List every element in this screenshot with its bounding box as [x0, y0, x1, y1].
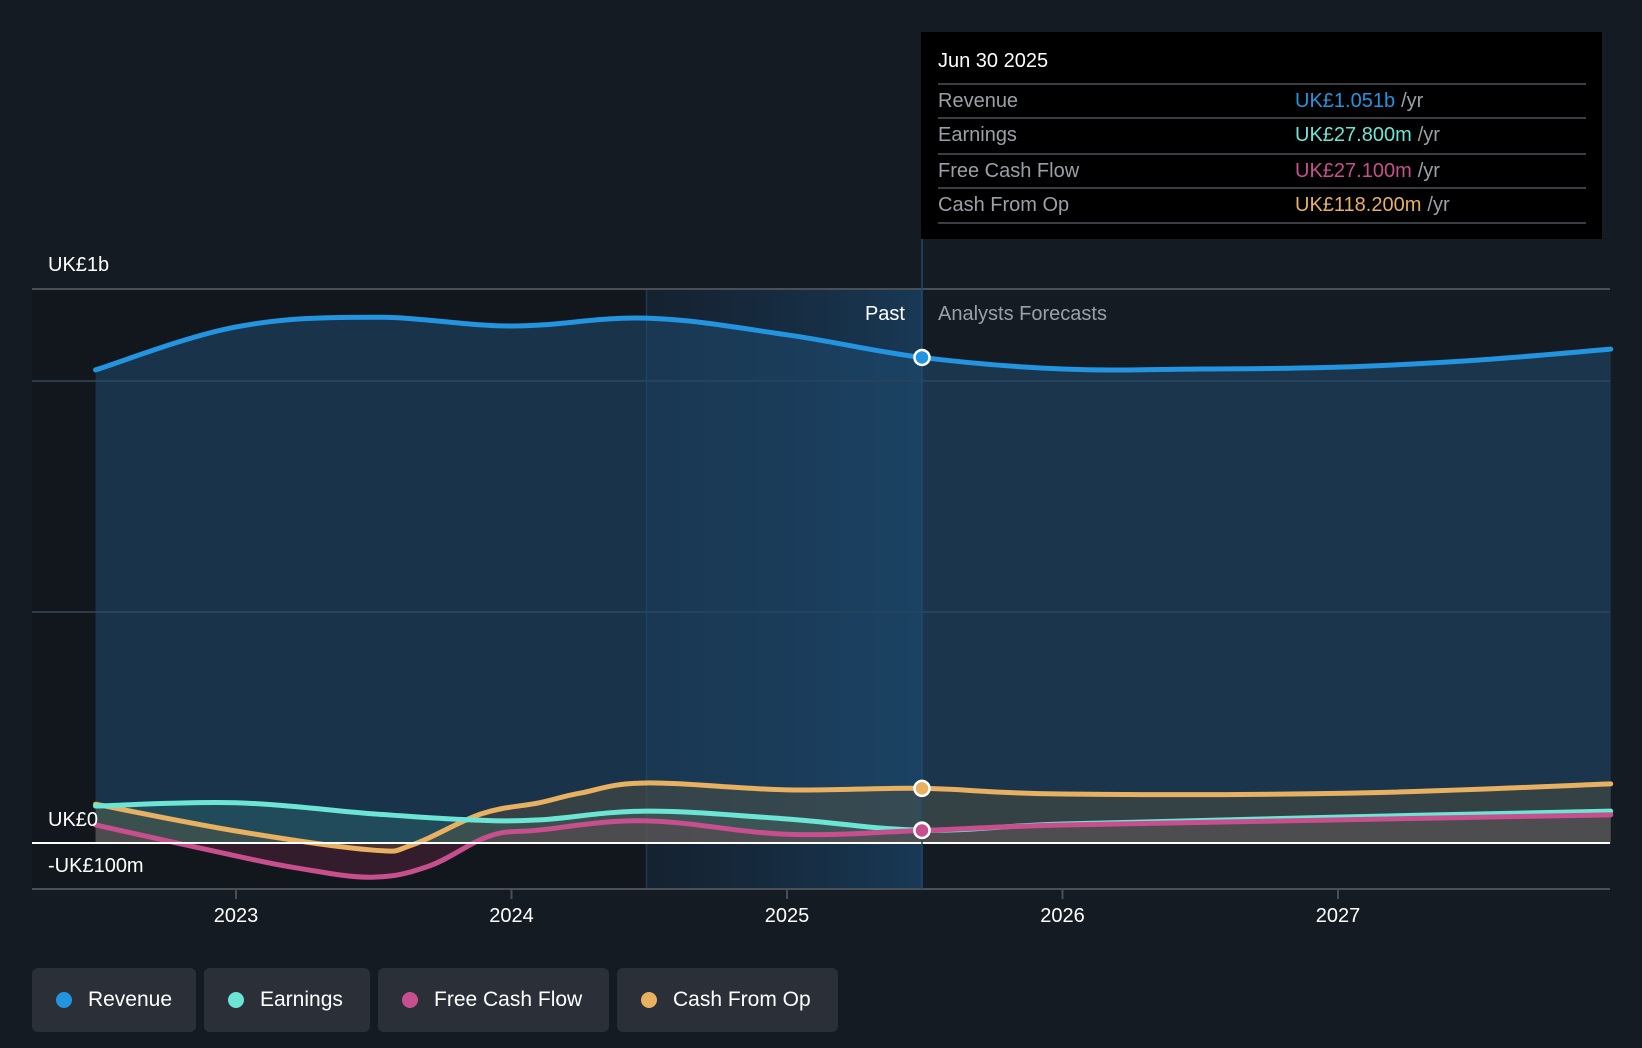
tooltip-label: Earnings [938, 124, 1017, 146]
legend-label: Cash From Op [673, 988, 811, 1011]
tooltip-row-free-cash-flow: Free Cash Flow UK£27.100m/yr [938, 153, 1586, 187]
legend-item-free-cash-flow[interactable]: Free Cash Flow [378, 968, 609, 1032]
past-label: Past [865, 303, 905, 325]
x-tick-label: 2026 [1040, 905, 1085, 927]
marker-free-cash-flow [913, 821, 931, 840]
series-markers [913, 348, 931, 840]
x-axis: 2023 2024 2025 2026 2027 [214, 889, 1361, 927]
marker-cash-from-op [913, 779, 931, 798]
line-revenue [92, 314, 1614, 373]
y-label-zero: UK£0 [48, 809, 98, 831]
tooltip-divider [938, 222, 1586, 224]
tooltip-row-revenue: Revenue UK£1.051b/yr [938, 83, 1586, 117]
tooltip-value: UK£27.800m/yr [1295, 124, 1440, 146]
revenue-dot-icon [56, 992, 72, 1008]
forecast-label: Analysts Forecasts [938, 303, 1107, 325]
x-tick-label: 2024 [489, 905, 534, 927]
earnings-dot-icon [228, 992, 244, 1008]
tooltip-label: Free Cash Flow [938, 160, 1080, 182]
legend: Revenue Earnings Free Cash Flow Cash Fro… [32, 968, 838, 1032]
y-label-top: UK£1b [48, 254, 109, 276]
tooltip-label: Cash From Op [938, 194, 1070, 216]
tooltip-value: UK£1.051b/yr [1295, 90, 1424, 112]
tooltip: Jun 30 2025 Revenue UK£1.051b/yr Earning… [921, 32, 1602, 239]
x-tick-label: 2023 [214, 905, 259, 927]
axis-labels: UK£1b UK£0 -UK£100m Past Analysts Foreca… [48, 254, 1107, 877]
legend-item-cash-from-op[interactable]: Cash From Op [617, 968, 838, 1032]
tooltip-row-earnings: Earnings UK£27.800m/yr [938, 117, 1586, 151]
legend-item-earnings[interactable]: Earnings [204, 968, 370, 1032]
cash-from-op-dot-icon [641, 992, 657, 1008]
tooltip-row-cash-from-op: Cash From Op UK£118.200m/yr [938, 187, 1586, 221]
legend-label: Revenue [87, 988, 172, 1011]
line-cash-from-op [92, 780, 1614, 854]
area-cash-from-op [95, 782, 1611, 852]
legend-item-revenue[interactable]: Revenue [32, 968, 196, 1032]
y-label-bottom: -UK£100m [48, 855, 144, 877]
tooltip-value: UK£27.100m/yr [1295, 160, 1440, 182]
line-free-cash-flow [92, 812, 1614, 880]
legend-label: Earnings [260, 988, 343, 1011]
x-tick-label: 2027 [1316, 905, 1361, 927]
area-free-cash-flow [95, 814, 1611, 878]
marker-revenue [913, 348, 931, 367]
tooltip-date: Jun 30 2025 [938, 50, 1049, 72]
series-areas [95, 317, 1611, 878]
x-tick-label: 2025 [765, 905, 810, 927]
area-revenue [95, 317, 1611, 843]
series-lines [92, 314, 1614, 880]
free-cash-flow-dot-icon [402, 992, 418, 1008]
tooltip-value: UK£118.200m/yr [1295, 194, 1450, 216]
area-earnings [95, 802, 1611, 843]
tooltip-label: Revenue [938, 90, 1019, 112]
legend-label: Free Cash Flow [434, 988, 583, 1011]
